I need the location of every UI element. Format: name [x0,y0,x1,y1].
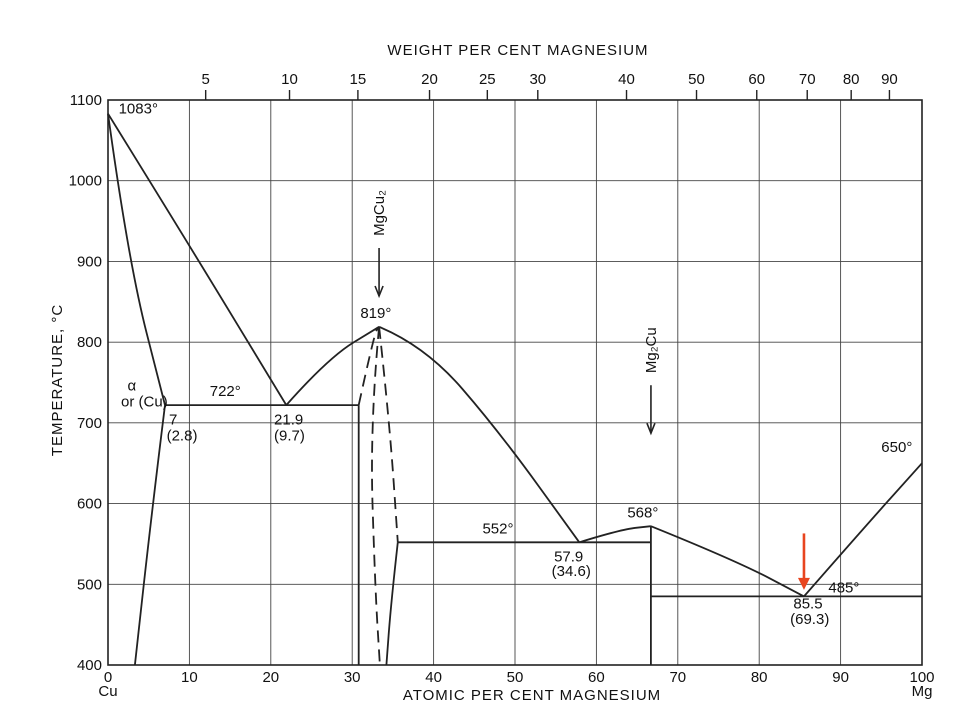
phase-boundary [134,404,166,666]
phase-boundary-dashed [371,326,381,666]
y-tick-label: 1100 [70,92,102,109]
phase-boundaries [107,113,923,666]
annotation-label: 1083° [119,101,158,118]
top-tick-label: 70 [799,71,816,88]
y-tick-label: 700 [77,415,102,432]
plot-border [107,99,923,666]
top-tick-label: 40 [618,71,635,88]
annotation-label: 21.9 [274,411,303,428]
y-tick-label: 600 [77,496,102,513]
x-tick-label: 0 [104,669,112,686]
annotation-label: 485° [828,579,859,596]
annotation-label: 819° [360,305,391,322]
phase-arrow-head [646,422,656,436]
y-tick-label: 900 [77,253,102,270]
y-tick-label: 500 [77,576,102,593]
x-tick-label: 70 [669,669,686,686]
phase-boundary-dashed [378,326,399,543]
phase-boundary [107,113,166,406]
x-tick-label: 100 [909,669,934,686]
phase-boundary [579,525,651,544]
x-tick-label: 40 [425,669,442,686]
x-tick-label: 30 [344,669,361,686]
top-tick-label: 20 [421,71,438,88]
top-tick-label: 30 [529,71,546,88]
top-axis-title: WEIGHT PER CENT MAGNESIUM [387,42,648,59]
phase-boundary [803,462,923,597]
phase-label: MgCu₂ [371,190,388,236]
phase-boundary [378,325,581,543]
annotations: 1083° 722° 7(2.8) 21.9(9.7) 819° 552° 57.9(34.… [119,101,913,628]
annotation-label: (2.8) [167,428,198,445]
plot-frame [107,99,923,666]
annotation-label: 7 [169,411,177,428]
annotation-label: 568° [627,504,658,521]
annotation-label: 57.9 [554,549,583,566]
annotation-label: (69.3) [790,611,829,628]
annotation-label: 552° [482,520,513,537]
axes: 0 10 20 30 40 50 60 70 80 90 100 400 500 600 700 800 900… [69,71,935,686]
top-tick-label: 5 [202,71,210,88]
top-tick-label: 90 [881,71,898,88]
phase-arrow-head [374,285,384,299]
top-tick-label: 80 [843,71,860,88]
phase-boundary [385,542,399,666]
y-tick-label: 1000 [69,173,102,190]
x-axis-title: ATOMIC PER CENT MAGNESIUM [403,687,661,704]
top-tick-label: 25 [479,71,496,88]
annotation-label: (9.7) [274,428,305,445]
y-tick-label: 800 [77,334,102,351]
phase-boundary [107,113,288,406]
phase-boundary [285,326,380,406]
x-tick-label: 60 [588,669,605,686]
annotation-label: or (Cu) [121,394,168,411]
annotation-label: 722° [210,383,241,400]
annotation-label: 85.5 [793,596,822,613]
top-tick-label: 10 [281,71,298,88]
y-axis-title: TEMPERATURE, °C [49,304,66,456]
phase-boundary [650,525,805,598]
top-tick-label: 60 [748,71,765,88]
x-tick-label: 80 [751,669,768,686]
x-tick-label: 10 [181,669,198,686]
phase-label: Mg₂Cu [643,327,660,373]
markers [797,533,810,590]
annotation-label: 650° [881,439,912,456]
x-end-label-right: Mg [912,683,933,700]
y-tick-label: 400 [77,657,102,674]
x-tick-label: 20 [262,669,279,686]
x-tick-label: 90 [832,669,849,686]
top-tick-label: 50 [688,71,705,88]
x-end-label-left: Cu [98,683,117,700]
annotation-label: α [128,378,137,395]
red-arrow-head [797,577,810,590]
phase-boundary-dashed [357,326,380,406]
x-tick-label: 50 [507,669,524,686]
annotation-label: (34.6) [552,563,591,580]
top-tick-label: 15 [350,71,367,88]
